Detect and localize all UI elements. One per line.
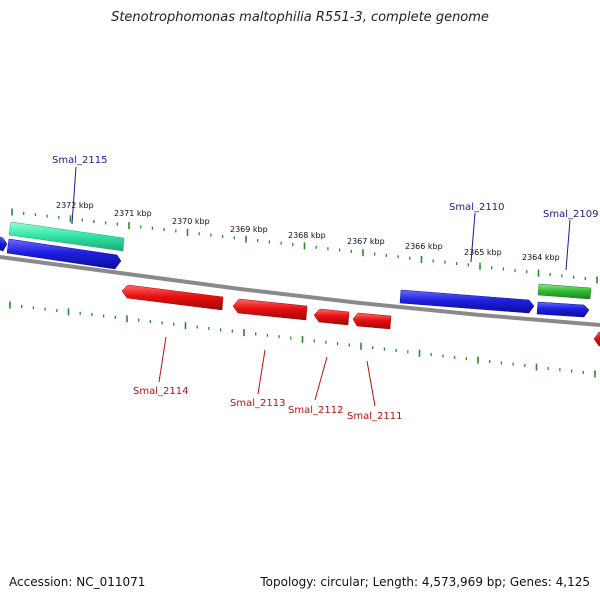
map-title: Stenotrophomonas maltophilia R551-3, com… (111, 10, 489, 25)
gene-arrow-rna-green[interactable] (537, 283, 592, 300)
scale-ticks-top (11, 208, 598, 284)
leader-smal-2114 (158, 336, 167, 383)
scale-labels: 2372 kbp 2371 kbp 2370 kbp 2369 kbp 2368… (56, 201, 560, 262)
scale-ticks-bottom (9, 301, 596, 378)
scale-label-2370: 2370 kbp (172, 217, 210, 226)
gene-arrow-smal-2115[interactable] (6, 238, 122, 270)
scale-label-2369: 2369 kbp (230, 225, 268, 234)
gene-label-smal-2115[interactable]: Smal_2115 (52, 155, 107, 166)
gene-arrow-right-edge[interactable] (593, 331, 600, 347)
reverse-strand-genes (121, 284, 600, 347)
gene-label-smal-2111[interactable]: Smal_2111 (347, 411, 402, 422)
scale-label-2371: 2371 kbp (114, 209, 152, 218)
scale-label-2366: 2366 kbp (405, 242, 443, 251)
gene-arrow-smal-2109[interactable] (536, 301, 590, 318)
scale-label-2368: 2368 kbp (288, 231, 326, 240)
gene-labels: Smal_2115 Smal_2110 Smal_2109 Smal_2114 … (52, 155, 598, 422)
gene-label-smal-2114[interactable]: Smal_2114 (133, 386, 188, 397)
gene-arrow-rna-cyan[interactable] (8, 221, 125, 252)
leader-smal-2112 (314, 356, 328, 401)
gene-leader-lines (71, 166, 571, 407)
accession-text: Accession: NC_011071 (9, 575, 146, 589)
leader-smal-2109 (565, 219, 571, 271)
gene-arrow-smal-2110[interactable] (399, 289, 535, 314)
leader-smal-2115 (71, 166, 77, 225)
scale-label-2365: 2365 kbp (464, 248, 502, 257)
leader-smal-2113 (257, 349, 266, 395)
gene-arrow-smal-2111[interactable] (352, 312, 392, 330)
leader-smal-2111 (366, 360, 376, 407)
gene-label-smal-2112[interactable]: Smal_2112 (288, 405, 343, 416)
gene-label-smal-2109[interactable]: Smal_2109 (543, 209, 598, 220)
scale-label-2367: 2367 kbp (347, 237, 385, 246)
scale-label-2372: 2372 kbp (56, 201, 94, 210)
leader-smal-2110 (470, 212, 476, 263)
genome-backbone (0, 255, 600, 327)
gene-arrow-smal-2112[interactable] (313, 308, 350, 326)
gene-label-smal-2113[interactable]: Smal_2113 (230, 398, 285, 409)
gene-arrow-smal-2113[interactable] (232, 298, 308, 321)
genome-summary-text: Topology: circular; Length: 4,573,969 bp… (260, 575, 590, 589)
forward-strand-genes (0, 221, 592, 318)
scale-label-2364: 2364 kbp (522, 253, 560, 262)
gene-label-smal-2110[interactable]: Smal_2110 (449, 202, 504, 213)
gene-arrow-left-edge[interactable] (0, 236, 8, 252)
gene-arrow-smal-2114[interactable] (121, 284, 224, 311)
